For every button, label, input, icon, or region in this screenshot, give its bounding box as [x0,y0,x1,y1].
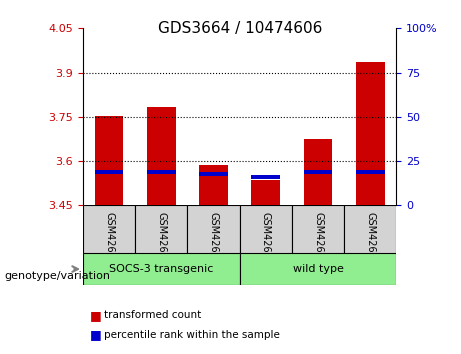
Text: genotype/variation: genotype/variation [5,271,111,281]
FancyBboxPatch shape [292,205,344,253]
Bar [147,107,176,205]
FancyBboxPatch shape [135,205,188,253]
Text: GDS3664 / 10474606: GDS3664 / 10474606 [158,21,322,36]
Bar [356,170,384,175]
Bar [252,175,280,179]
Text: GSM426844: GSM426844 [313,212,323,272]
Text: GSM426843: GSM426843 [261,212,271,272]
FancyBboxPatch shape [344,205,396,253]
Bar [252,180,280,205]
FancyBboxPatch shape [240,253,396,285]
Bar [304,139,332,205]
FancyBboxPatch shape [240,205,292,253]
Text: transformed count: transformed count [104,310,201,320]
FancyBboxPatch shape [83,205,135,253]
Text: GSM426840: GSM426840 [104,212,114,272]
Bar [356,62,384,205]
Bar [304,170,332,175]
Text: GSM426842: GSM426842 [208,212,219,272]
Bar [199,172,228,176]
Bar [95,116,124,205]
Text: GSM426845: GSM426845 [365,212,375,272]
Text: percentile rank within the sample: percentile rank within the sample [104,330,280,339]
Text: wild type: wild type [293,264,343,274]
Text: GSM426841: GSM426841 [156,212,166,272]
Text: ■: ■ [90,309,101,321]
Bar [95,170,124,175]
FancyBboxPatch shape [83,253,240,285]
FancyBboxPatch shape [188,205,240,253]
Text: ■: ■ [90,328,101,341]
Text: SOCS-3 transgenic: SOCS-3 transgenic [109,264,213,274]
Bar [199,166,228,205]
Bar [147,170,176,175]
